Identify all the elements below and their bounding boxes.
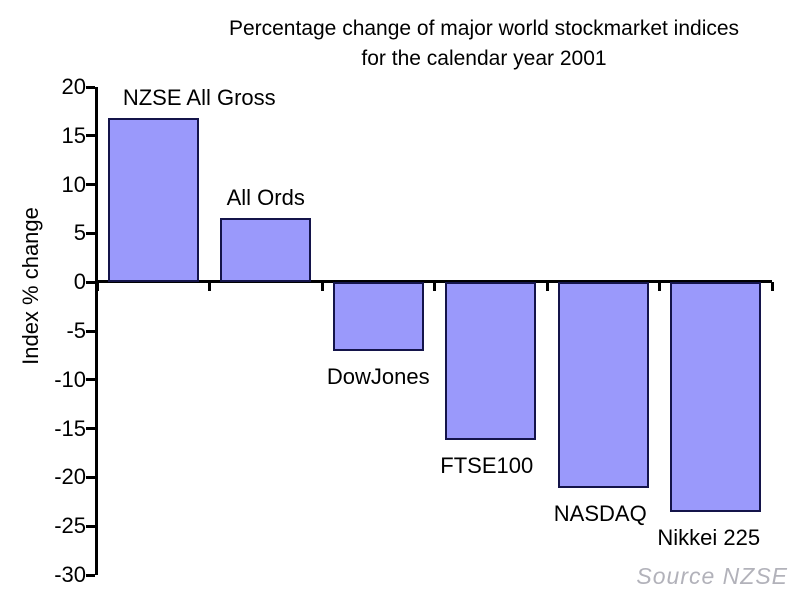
y-tick-label: 20 (61, 74, 86, 99)
y-tick (86, 329, 95, 333)
chart-title-line2: for the calendar year 2001 (361, 47, 607, 70)
y-tick-label: 10 (61, 171, 86, 197)
bar-label: All Ords (226, 184, 305, 210)
y-tick-label: 15 (61, 122, 86, 148)
bar-label: NZSE All Gross (122, 85, 276, 111)
y-tick-label: -30 (54, 562, 86, 587)
x-tick (320, 282, 324, 292)
bar (557, 282, 649, 489)
y-tick-label: -20 (54, 464, 86, 490)
y-tick-label: -15 (54, 415, 86, 441)
source-note: Source NZSE (636, 563, 788, 589)
x-tick (658, 282, 661, 292)
y-tick (86, 573, 95, 577)
y-tick (86, 524, 95, 528)
bar (220, 217, 312, 283)
x-tick (95, 282, 99, 292)
chart-title: Percentage change of major world stockma… (168, 14, 800, 74)
y-tick (86, 427, 95, 431)
y-axis-line (95, 87, 98, 575)
y-tick (86, 231, 95, 235)
y-tick (86, 378, 95, 382)
chart-title-line1: Percentage change of major world stockma… (228, 17, 740, 40)
x-axis-line (95, 280, 772, 284)
y-tick (86, 183, 95, 187)
y-tick (86, 134, 95, 138)
x-tick (770, 282, 774, 292)
bar (107, 118, 199, 283)
x-tick (208, 282, 211, 292)
y-tick-label: -25 (54, 513, 86, 539)
y-tick-label: -5 (66, 318, 86, 343)
y-tick (86, 475, 95, 479)
bar (670, 282, 762, 512)
bar-label: FTSE100 (440, 453, 534, 479)
x-tick (433, 282, 436, 292)
bar (332, 282, 424, 352)
y-tick-label: 0 (73, 269, 86, 295)
y-tick-label: 5 (73, 220, 86, 246)
y-tick-label: -10 (54, 366, 86, 392)
bar (445, 282, 537, 441)
bar-label: DowJones (326, 364, 430, 390)
bar-label: NASDAQ (553, 501, 647, 527)
y-tick (86, 85, 95, 89)
x-tick (545, 282, 549, 292)
bar-label: Nikkei 225 (657, 524, 761, 550)
y-tick (86, 280, 95, 284)
